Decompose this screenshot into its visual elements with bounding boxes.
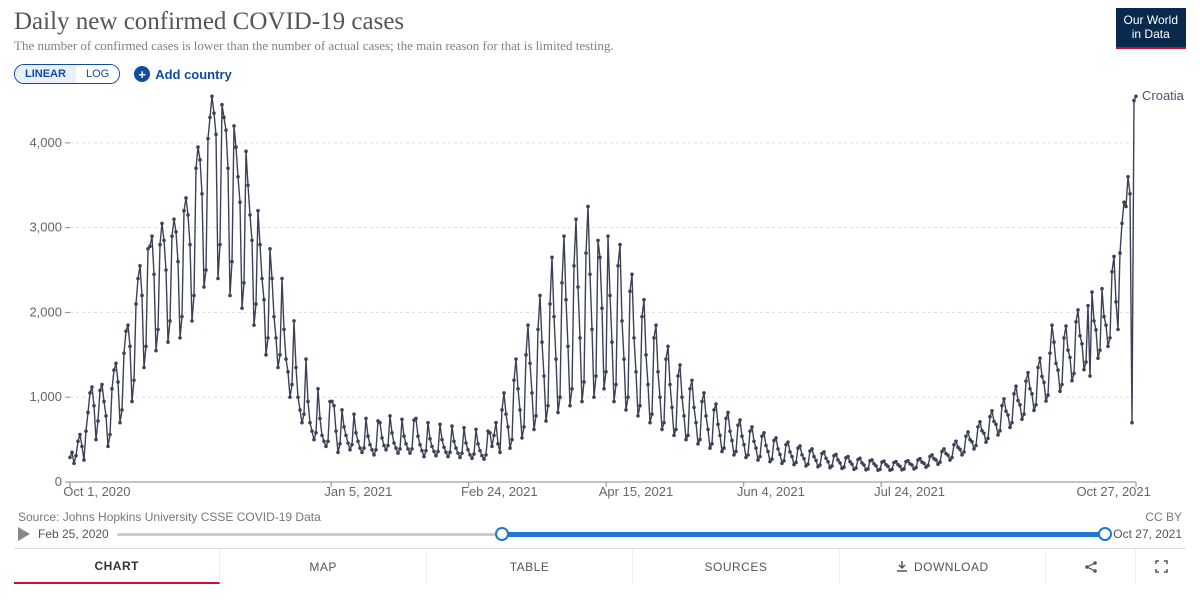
linear-button[interactable]: LINEAR: [15, 65, 76, 83]
play-button[interactable]: [18, 527, 30, 541]
tab-sources[interactable]: SOURCES: [633, 549, 839, 584]
svg-text:4,000: 4,000: [29, 135, 62, 150]
owid-logo[interactable]: Our World in Data: [1116, 8, 1186, 49]
svg-text:2,000: 2,000: [29, 304, 62, 319]
tab-download-label: DOWNLOAD: [914, 560, 989, 574]
tabs: CHART MAP TABLE SOURCES DOWNLOAD: [14, 548, 1186, 584]
timeline-slider[interactable]: [117, 526, 1106, 542]
timeline-start-label: Feb 25, 2020: [38, 527, 109, 541]
logo-line2: in Data: [1132, 27, 1170, 41]
source-text: Source: Johns Hopkins University CSSE CO…: [18, 510, 321, 524]
page-subtitle: The number of confirmed cases is lower t…: [14, 38, 1116, 54]
tab-fullscreen[interactable]: [1136, 549, 1186, 584]
chart-area: 01,0002,0003,0004,000 Croatia Oct 1, 202…: [14, 88, 1186, 504]
add-country-button[interactable]: + Add country: [134, 66, 232, 82]
x-axis-label: Jul 24, 2021: [874, 484, 945, 499]
page-title: Daily new confirmed COVID-19 cases: [14, 8, 1116, 36]
line-chart: 01,0002,0003,0004,000: [14, 88, 1186, 504]
tab-table[interactable]: TABLE: [427, 549, 633, 584]
share-icon: [1084, 560, 1098, 574]
scale-toggle: LINEAR LOG: [14, 64, 120, 84]
tab-chart[interactable]: CHART: [14, 549, 220, 584]
x-axis-label: Jun 4, 2021: [737, 484, 805, 499]
download-icon: [896, 561, 908, 573]
x-axis-label: Feb 24, 2021: [461, 484, 538, 499]
x-axis-label: Oct 1, 2020: [63, 484, 130, 499]
plus-icon: +: [134, 66, 150, 82]
x-axis-label: Jan 5, 2021: [324, 484, 392, 499]
tab-download[interactable]: DOWNLOAD: [840, 549, 1046, 584]
tab-map[interactable]: MAP: [220, 549, 426, 584]
x-axis-label: Oct 27, 2021: [1076, 484, 1150, 499]
slider-handle-start[interactable]: [495, 527, 509, 541]
add-country-label: Add country: [155, 67, 232, 82]
slider-handle-end[interactable]: [1098, 527, 1112, 541]
timeline-end-label: Oct 27, 2021: [1113, 527, 1182, 541]
license-text[interactable]: CC BY: [1145, 510, 1182, 524]
series-label-croatia[interactable]: Croatia: [1142, 88, 1184, 103]
fullscreen-icon: [1155, 560, 1168, 573]
tab-share[interactable]: [1046, 549, 1136, 584]
slider-fill: [502, 532, 1105, 537]
svg-text:3,000: 3,000: [29, 220, 62, 235]
log-button[interactable]: LOG: [76, 65, 119, 83]
x-axis-label: Apr 15, 2021: [599, 484, 673, 499]
svg-text:1,000: 1,000: [29, 389, 62, 404]
logo-line1: Our World: [1124, 13, 1178, 27]
